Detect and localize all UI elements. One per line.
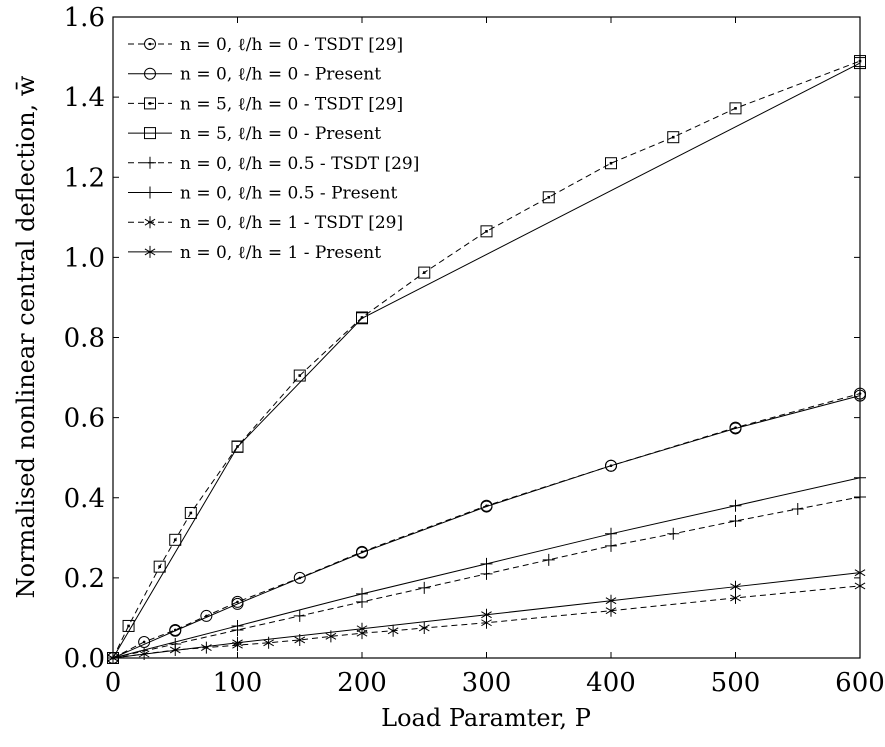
y-tick-label: 0.2 <box>64 564 105 594</box>
data-point <box>169 533 182 546</box>
series-line <box>112 395 861 659</box>
data-point <box>729 422 742 435</box>
data-point <box>356 545 368 558</box>
y-axis: 0.0 0.2 0.4 0.6 0.8 1.0 1.2 1.4 1.6 <box>64 3 860 674</box>
data-point <box>418 581 431 594</box>
x-tick-label: 300 <box>462 668 512 698</box>
data-point <box>231 619 244 632</box>
data-point <box>231 440 244 453</box>
legend-label: n = 0, ℓ/h = 0.5 - Present <box>180 184 397 204</box>
legend-item: n = 5, ℓ/h = 0 - Present <box>128 124 381 144</box>
data-point <box>667 527 680 540</box>
x-tick-label: 500 <box>711 668 761 698</box>
data-point <box>231 597 244 610</box>
legend-item: n = 5, ℓ/h = 0 - TSDT [29] <box>128 94 403 114</box>
data-point <box>480 557 493 570</box>
series-5 <box>107 490 866 664</box>
legend: n = 0, ℓ/h = 0 - TSDT [29] n = 0, ℓ/h = 0… <box>120 26 419 270</box>
x-tick-label: 0 <box>105 668 122 698</box>
legend-marker <box>144 216 156 229</box>
data-point <box>481 608 492 621</box>
legend-marker <box>144 67 156 80</box>
legend-marker <box>144 186 156 199</box>
data-point <box>791 502 804 515</box>
legend-item: n = 0, ℓ/h = 0.5 - TSDT [29] <box>128 154 419 174</box>
legend-item: n = 0, ℓ/h = 0 - TSDT [29] <box>128 35 403 55</box>
data-point <box>730 580 741 593</box>
data-point <box>356 311 368 324</box>
series-line <box>112 62 861 659</box>
data-point <box>605 604 617 617</box>
y-tick-label: 1.0 <box>64 243 105 273</box>
legend-label: n = 0, ℓ/h = 0.5 - TSDT [29] <box>180 154 419 174</box>
data-point <box>542 553 555 566</box>
data-point <box>542 191 555 204</box>
y-tick-label: 0.0 <box>64 644 105 674</box>
data-point <box>356 312 368 325</box>
legend-marker <box>144 97 156 110</box>
data-point <box>387 624 399 637</box>
data-point <box>356 622 368 635</box>
legend-item: n = 0, ℓ/h = 1 - Present <box>128 243 381 263</box>
data-point <box>729 499 742 512</box>
legend-marker <box>144 156 156 169</box>
x-tick-label: 600 <box>835 668 885 698</box>
data-point <box>356 546 368 559</box>
y-tick-label: 0.4 <box>64 484 105 514</box>
data-point <box>201 641 212 654</box>
y-tick-label: 0.6 <box>64 404 105 434</box>
data-point <box>605 539 617 552</box>
data-point <box>480 225 493 238</box>
data-point <box>667 131 680 144</box>
data-point <box>418 621 430 634</box>
legend-label: n = 0, ℓ/h = 0 - TSDT [29] <box>180 35 403 55</box>
data-point <box>605 527 617 540</box>
y-tick-label: 1.2 <box>64 163 105 193</box>
legend-box <box>120 26 418 270</box>
legend-label: n = 0, ℓ/h = 0 - Present <box>180 65 381 85</box>
plot-area <box>107 55 866 664</box>
series-7 <box>107 579 866 664</box>
legend-item: n = 0, ℓ/h = 1 - TSDT [29] <box>128 213 403 233</box>
legend-label: n = 0, ℓ/h = 1 - Present <box>180 243 381 263</box>
legend-label: n = 0, ℓ/h = 1 - TSDT [29] <box>180 213 403 233</box>
legend-marker <box>144 38 156 50</box>
data-point <box>605 157 617 170</box>
data-point <box>356 587 368 600</box>
data-point <box>605 459 617 472</box>
y-tick-label: 0.8 <box>64 324 105 354</box>
data-point <box>729 102 742 115</box>
legend-label: n = 5, ℓ/h = 0 - Present <box>180 124 381 144</box>
x-axis-title: Load Paramter, P <box>381 704 591 732</box>
y-axis-title: Normalised nonlinear central deflection,… <box>12 75 40 598</box>
x-tick-label: 100 <box>213 668 263 698</box>
legend-item: n = 0, ℓ/h = 0 - Present <box>128 65 381 85</box>
data-point <box>169 623 182 636</box>
legend-item: n = 0, ℓ/h = 0.5 - Present <box>128 184 397 204</box>
x-axis: 0 100 200 300 400 500 600 <box>105 17 885 698</box>
data-point <box>293 369 306 382</box>
data-point <box>605 594 617 607</box>
legend-marker <box>144 127 156 140</box>
data-point <box>480 567 493 580</box>
data-point <box>169 624 182 637</box>
legend-label: n = 5, ℓ/h = 0 - TSDT [29] <box>180 94 403 114</box>
legend-marker <box>144 245 156 258</box>
data-point <box>418 266 431 279</box>
data-point <box>730 591 741 604</box>
y-tick-label: 1.4 <box>64 83 105 113</box>
data-point <box>232 636 243 649</box>
x-tick-label: 200 <box>337 668 387 698</box>
series-8 <box>107 566 866 664</box>
x-tick-label: 400 <box>586 668 636 698</box>
data-point <box>729 514 742 527</box>
data-point <box>153 560 166 573</box>
data-point <box>184 506 197 519</box>
y-tick-label: 1.6 <box>64 3 105 33</box>
data-point <box>293 609 306 622</box>
series-6 <box>107 471 866 664</box>
data-point <box>480 500 493 513</box>
